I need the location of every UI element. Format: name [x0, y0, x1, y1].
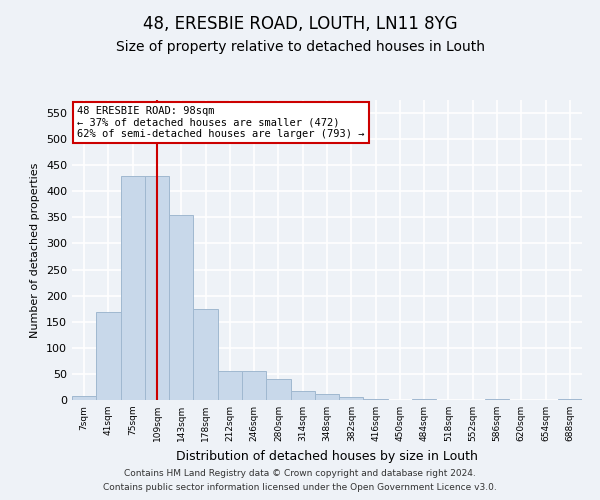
- Text: 48, ERESBIE ROAD, LOUTH, LN11 8YG: 48, ERESBIE ROAD, LOUTH, LN11 8YG: [143, 15, 457, 33]
- Bar: [193, 308, 218, 400]
- Bar: [266, 379, 290, 400]
- Bar: [145, 176, 169, 400]
- Bar: [242, 372, 266, 400]
- Bar: [339, 398, 364, 400]
- Bar: [218, 372, 242, 400]
- Text: Size of property relative to detached houses in Louth: Size of property relative to detached ho…: [115, 40, 485, 54]
- Text: 48 ERESBIE ROAD: 98sqm
← 37% of detached houses are smaller (472)
62% of semi-de: 48 ERESBIE ROAD: 98sqm ← 37% of detached…: [77, 106, 365, 139]
- Bar: [72, 396, 96, 400]
- Bar: [412, 399, 436, 400]
- Text: Contains public sector information licensed under the Open Government Licence v3: Contains public sector information licen…: [103, 484, 497, 492]
- Bar: [169, 215, 193, 400]
- Bar: [96, 312, 121, 400]
- X-axis label: Distribution of detached houses by size in Louth: Distribution of detached houses by size …: [176, 450, 478, 462]
- Bar: [558, 399, 582, 400]
- Bar: [315, 394, 339, 400]
- Text: Contains HM Land Registry data © Crown copyright and database right 2024.: Contains HM Land Registry data © Crown c…: [124, 468, 476, 477]
- Bar: [364, 399, 388, 400]
- Bar: [121, 176, 145, 400]
- Y-axis label: Number of detached properties: Number of detached properties: [31, 162, 40, 338]
- Bar: [290, 391, 315, 400]
